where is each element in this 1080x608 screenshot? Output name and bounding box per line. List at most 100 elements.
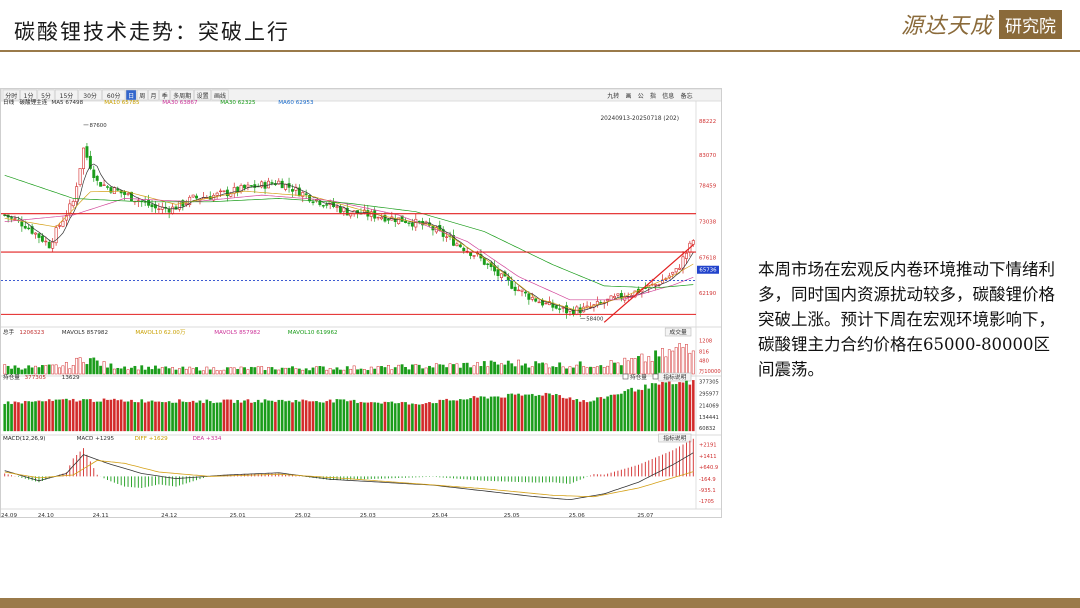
indicator-button[interactable]	[664, 327, 692, 337]
toolbar-tool[interactable]: 九转	[607, 92, 619, 100]
toolbar-tab[interactable]: 分时	[5, 92, 17, 100]
oi-bar	[198, 400, 202, 432]
candle-body	[123, 191, 127, 195]
oi-bar	[284, 401, 287, 432]
oi-bar	[352, 399, 356, 432]
indicator-button-label[interactable]: 指标说明	[663, 434, 686, 442]
toolbar-tab-bg[interactable]	[170, 89, 194, 101]
volume-bar	[318, 366, 322, 375]
volume-bar	[20, 369, 24, 375]
candle-body	[47, 241, 51, 249]
candle-body	[613, 296, 616, 299]
toolbar-tool[interactable]: 信息	[662, 92, 674, 100]
volume-bar	[219, 370, 222, 375]
extreme-label: 87600	[90, 123, 108, 129]
toolbar-tab-bg[interactable]	[2, 89, 20, 101]
toolbar-tab-bg[interactable]	[136, 89, 148, 101]
toolbar-tab-bg[interactable]	[148, 89, 159, 101]
toolbar-tab[interactable]: 多周期	[173, 92, 191, 100]
toolbar-tab-bg[interactable]	[102, 89, 126, 101]
indicator-button[interactable]	[658, 372, 692, 382]
oi-bar	[75, 401, 78, 432]
toolbar-tab[interactable]: 季	[162, 92, 168, 100]
oi-bar	[164, 402, 168, 432]
toolbar-tab[interactable]: 月	[150, 93, 156, 100]
oi-bar	[537, 394, 541, 432]
toolbar-tab-bg[interactable]	[37, 89, 55, 101]
candle-body	[400, 215, 404, 222]
checkbox[interactable]	[652, 373, 659, 380]
toolbar-tab[interactable]: 60分	[107, 92, 121, 100]
toolbar-tab[interactable]: 设置	[197, 92, 209, 100]
oi-bar	[71, 398, 75, 432]
candle-body	[99, 182, 103, 187]
toolbar-tab[interactable]: 15分	[60, 92, 74, 100]
toolbar-tab[interactable]: 画线	[214, 92, 226, 100]
toolbar-tab-bg[interactable]	[194, 89, 212, 101]
volume-header-text: MAVOL10 619962	[288, 330, 338, 336]
macd-tick-label: -164.9	[699, 477, 716, 483]
toolbar-tool[interactable]: 备忘	[681, 92, 693, 100]
volume-bar	[356, 369, 359, 375]
volume-bar	[239, 366, 243, 375]
oi-bar	[287, 400, 291, 432]
candle-body	[582, 306, 586, 313]
oi-bar	[448, 400, 452, 432]
volume-bar	[643, 361, 647, 375]
oi-bar	[3, 403, 7, 432]
candle-body	[215, 192, 219, 196]
oi-tick-label: 295977	[699, 391, 719, 397]
volume-bar	[260, 366, 264, 375]
trendline	[603, 244, 694, 323]
oi-bar	[534, 395, 538, 432]
indicator-button[interactable]	[658, 433, 692, 443]
candle-body	[345, 207, 349, 216]
oi-bar	[657, 384, 661, 432]
toolbar-tab[interactable]: 1分	[24, 92, 34, 100]
volume-bar	[95, 360, 99, 375]
toolbar-tab-bg[interactable]	[159, 89, 171, 101]
volume-bar	[496, 364, 500, 375]
candle-body	[40, 235, 44, 242]
volume-bar	[287, 367, 291, 375]
oi-bar	[503, 397, 507, 432]
toolbar-tab-bg[interactable]	[125, 89, 137, 101]
toolbar-tool[interactable]: 画	[625, 93, 631, 100]
oi-bar	[644, 384, 647, 432]
toolbar-tab-bg[interactable]	[54, 89, 79, 101]
indicator-button-label[interactable]: 成交量	[669, 328, 687, 336]
candle-body	[284, 183, 288, 190]
volume-bar	[267, 367, 270, 375]
toolbar-tab[interactable]: 5分	[41, 92, 51, 100]
candle-body	[297, 187, 301, 197]
toolbar-tab[interactable]: 周	[139, 93, 145, 100]
toolbar-tab-bg[interactable]	[211, 89, 229, 101]
oi-bar	[126, 401, 130, 432]
oi-bar	[178, 399, 181, 432]
volume-bar	[650, 361, 654, 375]
checkbox[interactable]	[622, 373, 629, 380]
indicator-button-label[interactable]: 指标说明	[663, 373, 686, 381]
volume-bar	[133, 365, 137, 375]
oi-bar	[428, 402, 431, 432]
toolbar-tool[interactable]: 公	[638, 93, 644, 100]
toolbar-tab-bg[interactable]	[78, 89, 102, 101]
candle-body	[171, 206, 175, 214]
oi-bar	[578, 401, 582, 432]
volume-bar	[208, 369, 212, 375]
oi-bar	[500, 397, 503, 432]
candle-body	[544, 302, 548, 305]
volume-bar	[171, 367, 174, 375]
ma30-line	[4, 194, 694, 301]
oi-bar	[565, 398, 568, 432]
toolbar-tool[interactable]: 指	[650, 92, 656, 100]
price-tick-label: 67618	[699, 255, 717, 261]
toolbar-tab[interactable]: 30分	[83, 92, 97, 100]
oi-bar	[17, 402, 20, 432]
toolbar-tab-bg[interactable]	[20, 89, 38, 101]
toolbar-tab[interactable]: 日	[128, 93, 134, 100]
x-tick-label: 25.05	[504, 513, 520, 518]
volume-bar	[383, 367, 387, 375]
description-text: 本周市场在宏观反内卷环境推动下情绪利多，同时国内资源扰动较多，碳酸锂价格突破上涨…	[758, 260, 1055, 379]
volume-bar	[201, 370, 205, 375]
